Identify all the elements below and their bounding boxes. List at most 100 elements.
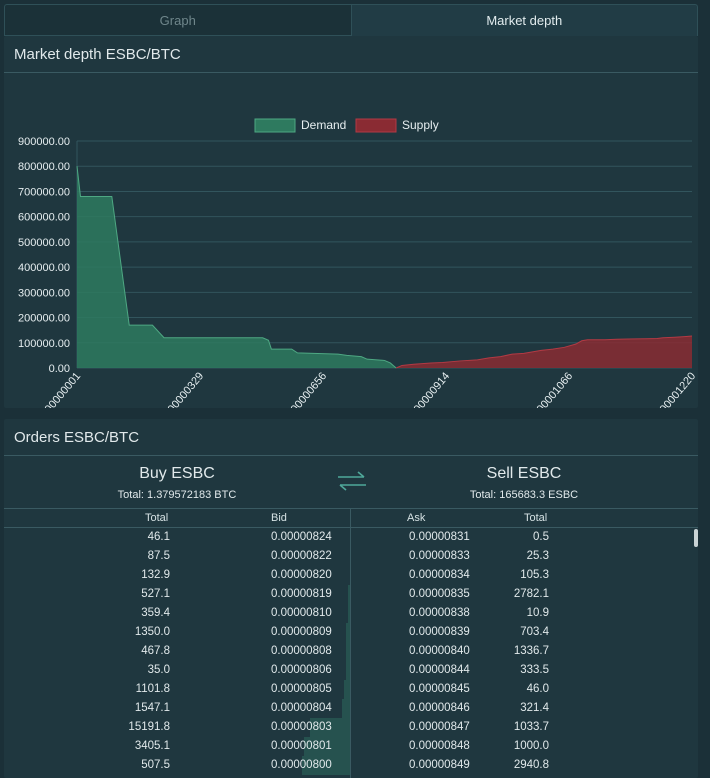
buy-depth-bar bbox=[346, 623, 350, 642]
sell-total-cell: 333.5 bbox=[520, 664, 549, 676]
sell-title: Sell ESBC bbox=[486, 465, 562, 482]
sell-total-cell: 25.3 bbox=[526, 550, 549, 562]
buy-depth-bar bbox=[344, 680, 350, 699]
ask-price-cell: 0.00000833 bbox=[409, 550, 470, 562]
sell-total-cell: 1000.0 bbox=[513, 740, 549, 752]
y-tick-label: 400000.00 bbox=[18, 262, 70, 274]
order-row: 35.0 0.00000806 0.00000844 333.5 bbox=[4, 661, 698, 680]
ask-price-cell: 0.00000848 bbox=[409, 740, 470, 752]
ask-price-cell: 0.00000846 bbox=[409, 702, 470, 714]
legend-swatch-demand bbox=[254, 118, 296, 133]
x-tick-label: 0.00001220 bbox=[652, 370, 698, 408]
ask-price-cell: 0.00000844 bbox=[409, 664, 470, 676]
orders-scrollbar[interactable] bbox=[694, 529, 698, 547]
ask-price-cell: 0.00000849 bbox=[409, 759, 470, 771]
header-sell-total: Total bbox=[524, 512, 548, 524]
y-tick-label: 600000.00 bbox=[18, 212, 70, 224]
bid-price-cell: 0.00000824 bbox=[271, 531, 332, 543]
bid-price-cell: 0.00000803 bbox=[271, 721, 332, 733]
buy-total-cell: 87.5 bbox=[147, 550, 170, 562]
ask-price-cell: 0.00000840 bbox=[409, 645, 470, 657]
y-tick-label: 300000.00 bbox=[18, 287, 70, 299]
bid-price-cell: 0.00000801 bbox=[271, 740, 332, 752]
order-row: 132.9 0.00000820 0.00000834 105.3 bbox=[4, 566, 698, 585]
order-row: 87.5 0.00000822 0.00000833 25.3 bbox=[4, 547, 698, 566]
ask-price-cell: 0.00000835 bbox=[409, 588, 470, 600]
sell-total-cell: 46.0 bbox=[526, 683, 549, 695]
bid-price-cell: 0.00000805 bbox=[271, 683, 332, 695]
tab-market-depth[interactable]: Market depth bbox=[350, 4, 698, 36]
buy-depth-bar bbox=[304, 737, 350, 756]
market-depth-panel: Market depth ESBC/BTC 900000.00 800000.00… bbox=[4, 36, 698, 408]
order-row: 1547.1 0.00000804 0.00000846 321.4 bbox=[4, 699, 698, 718]
x-tick-label: 0.00000329 bbox=[160, 370, 207, 408]
y-tick-label: 500000.00 bbox=[18, 237, 70, 249]
buy-total-cell: 1547.1 bbox=[134, 702, 170, 714]
tab-graph[interactable]: Graph bbox=[4, 4, 351, 36]
sell-total-cell: 1033.7 bbox=[513, 721, 549, 733]
y-tick-label: 900000.00 bbox=[18, 136, 70, 148]
y-tick-label: 0.00 bbox=[49, 363, 70, 375]
x-tick-label: 0.00001066 bbox=[529, 370, 576, 408]
order-row: 1101.8 0.00000805 0.00000845 46.0 bbox=[4, 680, 698, 699]
buy-depth-bar bbox=[346, 642, 350, 661]
header-ask: Ask bbox=[407, 512, 426, 524]
y-tick-label: 700000.00 bbox=[18, 186, 70, 198]
buy-total-cell: 46.1 bbox=[147, 531, 170, 543]
buy-total-cell: 35.0 bbox=[147, 664, 170, 676]
ask-price-cell: 0.00000847 bbox=[409, 721, 470, 733]
order-row: 46.1 0.00000824 0.00000831 0.5 bbox=[4, 528, 698, 547]
orders-column-headers: Total Bid Ask Total bbox=[4, 508, 698, 528]
bid-price-cell: 0.00000809 bbox=[271, 626, 332, 638]
buy-total-cell: 527.1 bbox=[141, 588, 170, 600]
sell-total: Total: 165683.3 ESBC bbox=[469, 489, 579, 501]
y-tick-label: 100000.00 bbox=[18, 338, 70, 350]
order-row: 1350.0 0.00000809 0.00000839 703.4 bbox=[4, 623, 698, 642]
bid-price-cell: 0.00000822 bbox=[271, 550, 332, 562]
bid-price-cell: 0.00000820 bbox=[271, 569, 332, 581]
order-row: 467.8 0.00000808 0.00000840 1336.7 bbox=[4, 642, 698, 661]
buy-total-cell: 1101.8 bbox=[135, 683, 170, 695]
ask-price-cell: 0.00000838 bbox=[409, 607, 470, 619]
buy-total-cell: 1350.0 bbox=[134, 626, 170, 638]
header-bid: Bid bbox=[271, 512, 287, 524]
series-area-supply bbox=[396, 335, 692, 368]
x-tick-label: 0.00000914 bbox=[406, 370, 453, 408]
ask-price-cell: 0.00000839 bbox=[409, 626, 470, 638]
buy-total-cell: 359.4 bbox=[141, 607, 170, 619]
buy-depth-bar bbox=[346, 661, 350, 680]
y-tick-label: 200000.00 bbox=[18, 313, 70, 325]
series-line-demand bbox=[76, 166, 397, 369]
sell-total-cell: 703.4 bbox=[520, 626, 549, 638]
bid-price-cell: 0.00000806 bbox=[271, 664, 332, 676]
order-row: 507.5 0.00000800 0.00000849 2940.8 bbox=[4, 756, 698, 775]
buy-depth-bar bbox=[302, 756, 350, 775]
sell-total-cell: 2782.1 bbox=[513, 588, 549, 600]
buy-depth-bar bbox=[348, 604, 350, 623]
orders-panel: Orders ESBC/BTC Buy ESBC Total: 1.379572… bbox=[4, 419, 698, 778]
buy-depth-bar bbox=[310, 718, 350, 737]
bid-price-cell: 0.00000808 bbox=[271, 645, 332, 657]
buy-header: Buy ESBC Total: 1.379572183 BTC bbox=[4, 465, 350, 501]
order-row: 359.4 0.00000810 0.00000838 10.9 bbox=[4, 604, 698, 623]
buy-total-cell: 507.5 bbox=[141, 759, 170, 771]
sell-total-cell: 321.4 bbox=[520, 702, 549, 714]
market-depth-title: Market depth ESBC/BTC bbox=[4, 36, 698, 73]
x-tick-label: 0.00000001 bbox=[37, 370, 84, 408]
ask-price-cell: 0.00000834 bbox=[409, 569, 470, 581]
header-buy-total: Total bbox=[145, 512, 169, 524]
buy-total-cell: 15191.8 bbox=[128, 721, 170, 733]
legend-label-supply: Supply bbox=[402, 118, 439, 132]
bid-price-cell: 0.00000804 bbox=[271, 702, 332, 714]
ask-price-cell: 0.00000831 bbox=[409, 531, 470, 543]
buy-total-cell: 132.9 bbox=[141, 569, 170, 581]
orders-rows: 46.1 0.00000824 0.00000831 0.5 87.5 0.0000082… bbox=[4, 528, 698, 775]
y-tick-label: 800000.00 bbox=[18, 161, 70, 173]
orders-title: Orders ESBC/BTC bbox=[4, 419, 698, 456]
buy-total-cell: 3405.1 bbox=[134, 740, 170, 752]
legend-swatch-supply bbox=[355, 118, 397, 133]
sell-total-cell: 105.3 bbox=[520, 569, 549, 581]
ask-price-cell: 0.00000845 bbox=[409, 683, 470, 695]
bid-price-cell: 0.00000800 bbox=[271, 759, 332, 771]
swap-arrows-icon[interactable] bbox=[334, 469, 370, 493]
